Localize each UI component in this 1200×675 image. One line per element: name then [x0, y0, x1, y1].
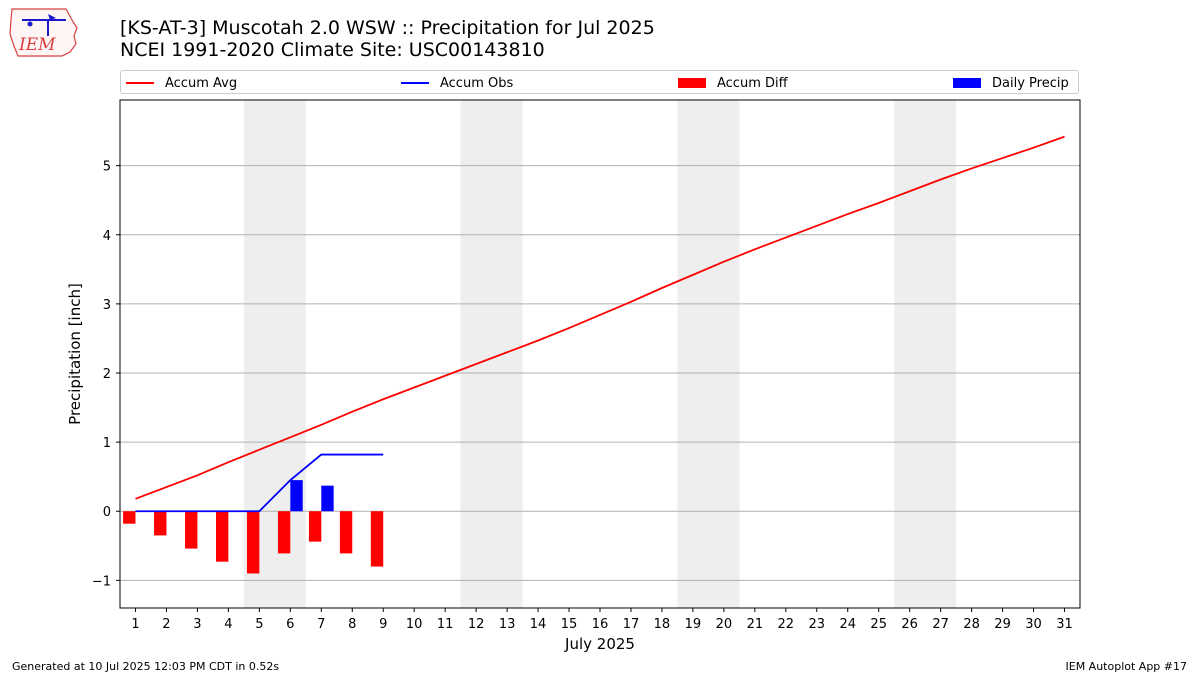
weekend-band-3	[894, 100, 957, 608]
ytick-label-1: 0	[103, 505, 111, 520]
chart-title: [KS-AT-3] Muscotah 2.0 WSW :: Precipitat…	[120, 17, 655, 61]
xtick-label-27: 27	[932, 617, 949, 632]
bar-accum-diff-4	[216, 511, 229, 562]
x-axis-label: July 2025	[564, 635, 635, 653]
legend-item-accum-obs: Accum Obs	[401, 74, 513, 92]
bar-daily-precip-6	[290, 480, 303, 512]
xtick-label-9: 9	[379, 617, 387, 632]
bar-accum-diff-7	[308, 511, 322, 542]
xtick-label-23: 23	[809, 617, 826, 632]
ytick-label-6: 5	[103, 160, 111, 175]
weekend-band-1	[460, 100, 523, 608]
legend: Accum Avg Accum Obs Accum Diff Daily Pre…	[120, 70, 1079, 94]
bar-accum-diff-3	[185, 511, 198, 549]
title-line-2: NCEI 1991-2020 Climate Site: USC00143810	[120, 39, 545, 61]
xtick-label-7: 7	[317, 617, 325, 632]
xtick-label-4: 4	[224, 617, 232, 632]
xtick-label-8: 8	[348, 617, 356, 632]
xtick-label-11: 11	[437, 617, 454, 632]
legend-item-accum-diff: Accum Diff	[678, 74, 788, 92]
bar-daily-precip-7	[321, 485, 334, 512]
xtick-label-31: 31	[1056, 617, 1073, 632]
line-accum-obs	[135, 453, 384, 513]
ytick-label-0: −1	[92, 574, 111, 589]
logo-text: IEM	[18, 35, 56, 55]
xtick-label-22: 22	[778, 617, 795, 632]
ytick-label-5: 4	[103, 229, 111, 244]
ytick-label-3: 2	[103, 367, 111, 382]
bar-accum-diff-6	[277, 511, 291, 554]
legend-swatch-accum-avg	[126, 82, 154, 84]
xtick-label-17: 17	[623, 617, 640, 632]
line-accum-avg	[135, 135, 1065, 500]
legend-label-daily-precip: Daily Precip	[992, 75, 1069, 91]
xtick-label-30: 30	[1025, 617, 1042, 632]
legend-swatch-accum-obs	[401, 82, 429, 84]
xtick-label-25: 25	[870, 617, 887, 632]
xtick-label-28: 28	[963, 617, 980, 632]
bar-accum-diff-2	[154, 511, 167, 536]
xtick-label-19: 19	[685, 617, 702, 632]
bar-accum-diff-1	[123, 511, 136, 524]
bar-accum-diff-8	[339, 511, 353, 554]
xtick-label-15: 15	[561, 617, 578, 632]
legend-item-daily-precip: Daily Precip	[953, 74, 1069, 92]
legend-swatch-daily-precip	[953, 78, 981, 88]
bar-accum-diff-9	[370, 511, 384, 567]
title-line-1: [KS-AT-3] Muscotah 2.0 WSW :: Precipitat…	[120, 17, 655, 39]
legend-label-accum-obs: Accum Obs	[440, 75, 514, 91]
iem-logo: IEM	[9, 8, 78, 57]
legend-item-accum-avg: Accum Avg	[126, 74, 237, 92]
plot-frame	[119, 99, 1081, 609]
weekend-band-2	[677, 100, 740, 608]
footer-generated: Generated at 10 Jul 2025 12:03 PM CDT in…	[12, 660, 280, 673]
footer-app: IEM Autoplot App #17	[1065, 660, 1188, 673]
xtick-label-12: 12	[468, 617, 485, 632]
xtick-label-20: 20	[716, 617, 733, 632]
xtick-label-21: 21	[747, 617, 764, 632]
xtick-label-18: 18	[654, 617, 671, 632]
bar-accum-diff-5	[246, 511, 260, 574]
xtick-label-2: 2	[162, 617, 170, 632]
legend-label-accum-diff: Accum Diff	[717, 75, 788, 91]
ytick-label-4: 3	[103, 298, 111, 313]
xtick-label-6: 6	[286, 617, 294, 632]
xtick-label-29: 29	[994, 617, 1011, 632]
xtick-label-26: 26	[901, 617, 918, 632]
legend-swatch-accum-diff	[678, 78, 706, 88]
legend-label-accum-avg: Accum Avg	[165, 75, 238, 91]
xtick-label-24: 24	[839, 617, 856, 632]
xtick-label-5: 5	[255, 617, 263, 632]
xtick-label-16: 16	[592, 617, 609, 632]
ytick-label-2: 1	[103, 436, 111, 451]
xtick-label-1: 1	[131, 617, 139, 632]
xtick-label-13: 13	[499, 617, 516, 632]
y-axis-label: Precipitation [inch]	[66, 283, 84, 425]
xtick-label-10: 10	[406, 617, 423, 632]
xtick-label-14: 14	[530, 617, 547, 632]
xtick-label-3: 3	[193, 617, 201, 632]
